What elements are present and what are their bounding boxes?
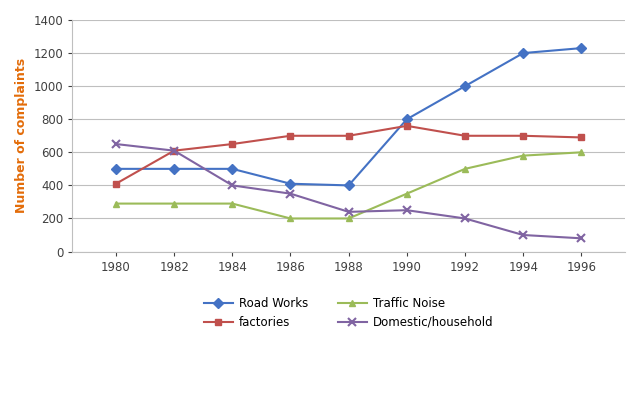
Traffic Noise	[403, 191, 411, 196]
Domestic/household	[519, 233, 527, 238]
Road Works	[170, 166, 178, 171]
Line: Domestic/household: Domestic/household	[112, 140, 586, 242]
Traffic Noise	[577, 150, 585, 155]
Road Works	[519, 51, 527, 56]
factories	[228, 142, 236, 146]
Traffic Noise	[112, 201, 120, 206]
Road Works	[461, 84, 469, 88]
Line: factories: factories	[113, 122, 585, 187]
Domestic/household	[228, 183, 236, 188]
Traffic Noise	[519, 153, 527, 158]
Domestic/household	[403, 208, 411, 213]
Traffic Noise	[345, 216, 353, 221]
factories	[519, 133, 527, 138]
factories	[577, 135, 585, 140]
Road Works	[112, 166, 120, 171]
factories	[287, 133, 294, 138]
factories	[170, 148, 178, 153]
Traffic Noise	[228, 201, 236, 206]
factories	[403, 124, 411, 128]
Domestic/household	[345, 210, 353, 214]
Domestic/household	[170, 148, 178, 153]
Road Works	[345, 183, 353, 188]
Traffic Noise	[461, 166, 469, 171]
Traffic Noise	[170, 201, 178, 206]
Domestic/household	[112, 142, 120, 146]
Road Works	[403, 117, 411, 122]
Legend: Road Works, factories, Traffic Noise, Domestic/household: Road Works, factories, Traffic Noise, Do…	[199, 292, 499, 334]
Domestic/household	[461, 216, 469, 221]
Line: Traffic Noise: Traffic Noise	[113, 149, 585, 222]
Traffic Noise	[287, 216, 294, 221]
factories	[461, 133, 469, 138]
Y-axis label: Number of complaints: Number of complaints	[15, 58, 28, 213]
factories	[345, 133, 353, 138]
Road Works	[577, 46, 585, 50]
Domestic/household	[577, 236, 585, 241]
Road Works	[228, 166, 236, 171]
Line: Road Works: Road Works	[113, 45, 585, 189]
Road Works	[287, 181, 294, 186]
factories	[112, 181, 120, 186]
Domestic/household	[287, 191, 294, 196]
